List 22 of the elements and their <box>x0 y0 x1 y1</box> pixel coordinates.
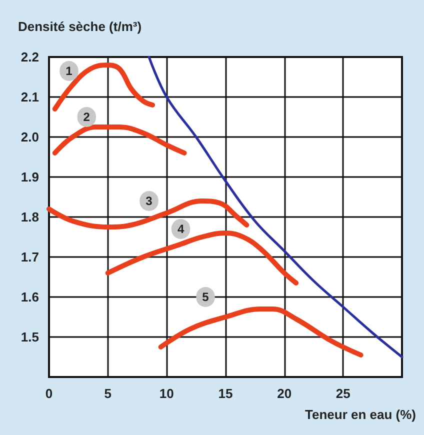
y-tick-label: 1.7 <box>20 250 39 264</box>
annotation: 1 <box>66 64 73 78</box>
y-tick-label: 1.6 <box>20 290 39 304</box>
x-tick-label: 5 <box>104 386 112 401</box>
annotation: 5 <box>202 290 210 304</box>
annotation: 3 <box>146 194 153 208</box>
x-tick-label: 10 <box>159 386 174 401</box>
annotation: 2 <box>83 110 90 124</box>
y-tick-label: 1.5 <box>20 330 39 344</box>
y-axis-title: Densité sèche (t/m³) <box>18 19 142 34</box>
line-series <box>148 56 404 358</box>
x-tick-label: 15 <box>218 386 233 401</box>
annotation: 4 <box>177 222 184 236</box>
x-axis-title: Teneur en eau (%) <box>305 407 416 422</box>
y-tick-label: 2.1 <box>20 90 39 104</box>
x-tick-label: 0 <box>45 386 53 401</box>
x-tick-label: 20 <box>277 386 292 401</box>
y-tick-label: 2.0 <box>20 130 39 144</box>
x-tick-label: 25 <box>336 386 350 401</box>
y-tick-label: 2.2 <box>20 50 39 64</box>
y-tick-label: 1.9 <box>20 170 39 184</box>
y-tick-label: 1.8 <box>20 210 39 224</box>
